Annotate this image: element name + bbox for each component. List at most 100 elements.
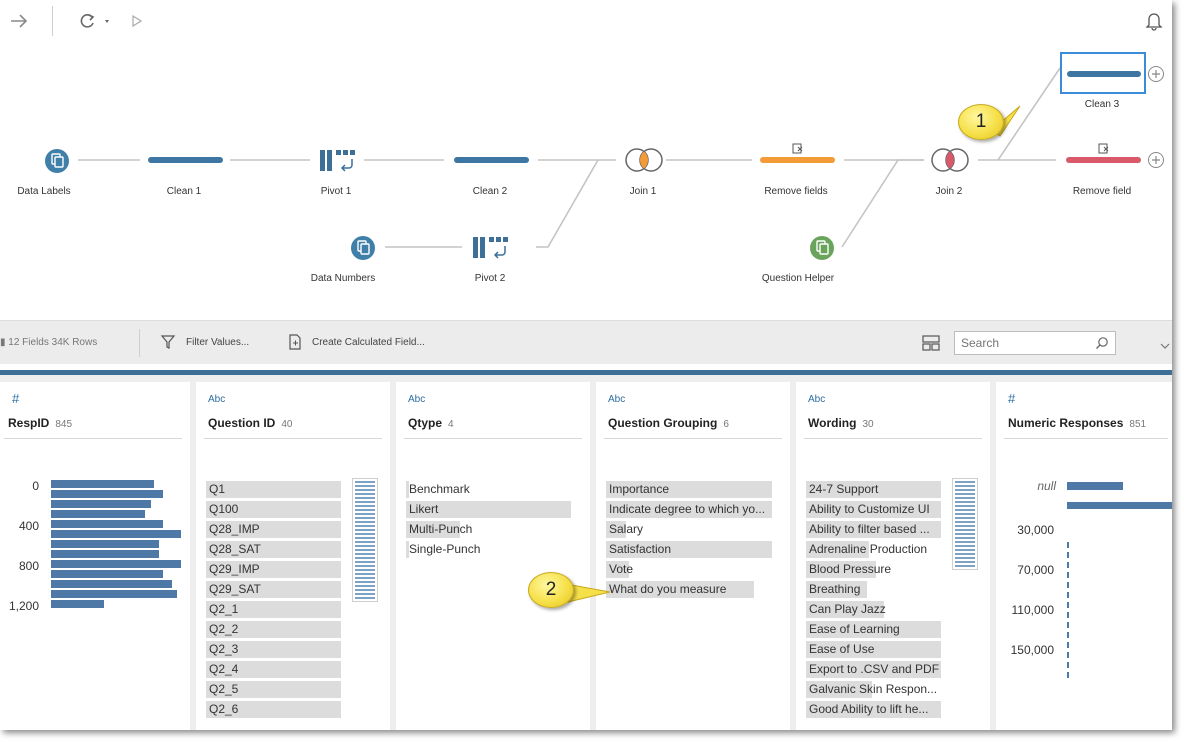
value-row[interactable]: Export to .CSV and PDF — [806, 661, 941, 678]
refresh-icon — [80, 14, 109, 28]
value-row[interactable]: Salary — [606, 521, 772, 538]
clean3-node[interactable] — [1060, 52, 1146, 94]
value-row[interactable]: Ability to Customize UI — [806, 501, 941, 518]
value-row[interactable]: Q2_3 — [206, 641, 341, 658]
value-frequency-bar — [206, 521, 341, 538]
histogram-bar[interactable] — [51, 590, 177, 598]
null-bar[interactable] — [1067, 482, 1123, 490]
value-row[interactable]: Adrenaline Production — [806, 541, 941, 558]
value-row[interactable]: 24-7 Support — [806, 481, 941, 498]
value-row[interactable]: Q2_1 — [206, 601, 341, 618]
histogram-bar[interactable] — [51, 550, 159, 558]
field-card-qtype[interactable]: Abc Qtype 4 Benchmark Likert Multi-Punch Sin… — [396, 382, 590, 730]
field-card-question-id[interactable]: Abc Question ID 40 Q1 Q100 Q28_IMP Q28_SAT Q2… — [196, 382, 390, 730]
run-flow-button[interactable] — [128, 8, 146, 34]
histogram-axis-line — [1067, 542, 1069, 678]
remove-field-node[interactable] — [1066, 157, 1141, 163]
data-labels-node[interactable] — [44, 148, 70, 179]
field-card-numeric-responses[interactable]: # Numeric Responses 851 null 30,000 70,00… — [996, 382, 1172, 730]
clean2-node[interactable] — [454, 157, 529, 163]
field-card-question-grouping[interactable]: Abc Question Grouping 6 Importance Indicat… — [596, 382, 790, 730]
value-row[interactable]: Indicate degree to which yo... — [606, 501, 772, 518]
value-row[interactable]: Q2_5 — [206, 681, 341, 698]
value-text: Adrenaline Production — [809, 542, 928, 556]
value-frequency-bar — [606, 541, 772, 558]
value-row[interactable]: Q29_IMP — [206, 561, 341, 578]
value-row[interactable]: Q29_SAT — [206, 581, 341, 598]
value-row[interactable]: Benchmark — [406, 481, 571, 498]
pivot2-node[interactable] — [472, 236, 510, 265]
axis-label: 70,000 — [1017, 563, 1054, 577]
field-card-wording[interactable]: Abc Wording 30 24-7 Support Ability to Cus… — [796, 382, 990, 730]
field-name: Qtype 4 — [408, 416, 454, 430]
histogram-bar[interactable] — [51, 560, 181, 568]
value-row[interactable]: Q2_6 — [206, 701, 341, 718]
histogram-bar[interactable] — [51, 580, 172, 588]
histogram-bar[interactable] — [51, 510, 145, 518]
value-frequency-bar — [206, 681, 341, 698]
chevron-down-icon[interactable] — [1160, 337, 1170, 355]
value-row[interactable]: Vote — [606, 561, 772, 578]
value-row[interactable]: Likert — [406, 501, 571, 518]
value-row[interactable]: Q28_IMP — [206, 521, 341, 538]
value-row[interactable]: Q2_4 — [206, 661, 341, 678]
value-text: Q29_SAT — [209, 582, 261, 596]
value-row[interactable]: Q28_SAT — [206, 541, 341, 558]
histogram-bar[interactable] — [51, 520, 163, 528]
value-row[interactable]: Good Ability to lift he... — [806, 701, 941, 718]
value-row[interactable]: Ease of Use — [806, 641, 941, 658]
value-row[interactable]: What do you measure — [606, 581, 772, 598]
layout-toggle-icon[interactable] — [922, 335, 940, 356]
refresh-button[interactable] — [76, 8, 112, 34]
question-helper-node[interactable] — [809, 235, 835, 266]
histogram-bar[interactable] — [51, 500, 151, 508]
histogram-bar[interactable] — [51, 480, 154, 488]
value-row[interactable]: Q2_2 — [206, 621, 341, 638]
join1-node[interactable] — [624, 147, 664, 178]
notification-bell-icon[interactable] — [1142, 8, 1166, 34]
value-row[interactable]: Breathing — [806, 581, 941, 598]
add-step-plus-icon[interactable] — [1147, 65, 1165, 88]
value-row[interactable]: Importance — [606, 481, 772, 498]
value-row[interactable]: Ease of Learning — [806, 621, 941, 638]
flow-canvas[interactable]: Data Labels Clean 1 Pivot 1 Clean 2 Join… — [0, 42, 1172, 320]
callout-1: 1 — [958, 104, 1004, 140]
histogram-bar[interactable] — [51, 540, 159, 548]
clean1-node[interactable] — [148, 157, 223, 163]
histogram-bar[interactable] — [51, 490, 163, 498]
histogram-bar[interactable] — [51, 570, 163, 578]
data-numbers-node[interactable] — [350, 235, 376, 266]
value-row[interactable]: Galvanic Skin Respon... — [806, 681, 941, 698]
value-overview-scrollbar[interactable] — [352, 478, 378, 602]
string-type-icon: Abc — [408, 394, 426, 405]
histogram-bar[interactable] — [1067, 502, 1172, 509]
join2-node[interactable] — [930, 147, 970, 178]
value-row[interactable]: Q100 — [206, 501, 341, 518]
search-input[interactable] — [961, 332, 1089, 354]
value-row[interactable]: Blood Pressure — [806, 561, 941, 578]
forward-arrow-icon[interactable] — [6, 8, 32, 34]
value-row[interactable]: Can Play Jazz — [806, 601, 941, 618]
search-field[interactable] — [954, 331, 1116, 355]
overview-bars — [355, 481, 375, 599]
value-row[interactable]: Single-Punch — [406, 541, 571, 558]
pivot2-label: Pivot 2 — [474, 273, 506, 284]
value-row[interactable]: Ability to filter based ... — [806, 521, 941, 538]
field-card-respid[interactable]: # RespID 845 0 400 800 1,200 — [0, 382, 190, 730]
value-row[interactable]: Q1 — [206, 481, 341, 498]
pivot1-node[interactable] — [319, 149, 357, 178]
value-frequency-bar — [806, 661, 941, 678]
value-row[interactable]: Multi-Punch — [406, 521, 571, 538]
axis-label: 150,000 — [1010, 643, 1054, 657]
value-overview-scrollbar[interactable] — [952, 478, 978, 570]
field-row-stats: ▮ 12 Fields 34K Rows — [0, 337, 98, 348]
add-step-plus-icon[interactable] — [1147, 151, 1165, 174]
value-frequency-bar — [806, 561, 876, 578]
value-row[interactable]: Satisfaction — [606, 541, 772, 558]
value-text: 24-7 Support — [809, 482, 879, 496]
remove-fields-node[interactable] — [760, 157, 835, 163]
histogram-bar[interactable] — [51, 530, 181, 538]
histogram-bar[interactable] — [51, 600, 104, 608]
card-divider — [4, 438, 182, 439]
card-divider — [204, 438, 382, 439]
